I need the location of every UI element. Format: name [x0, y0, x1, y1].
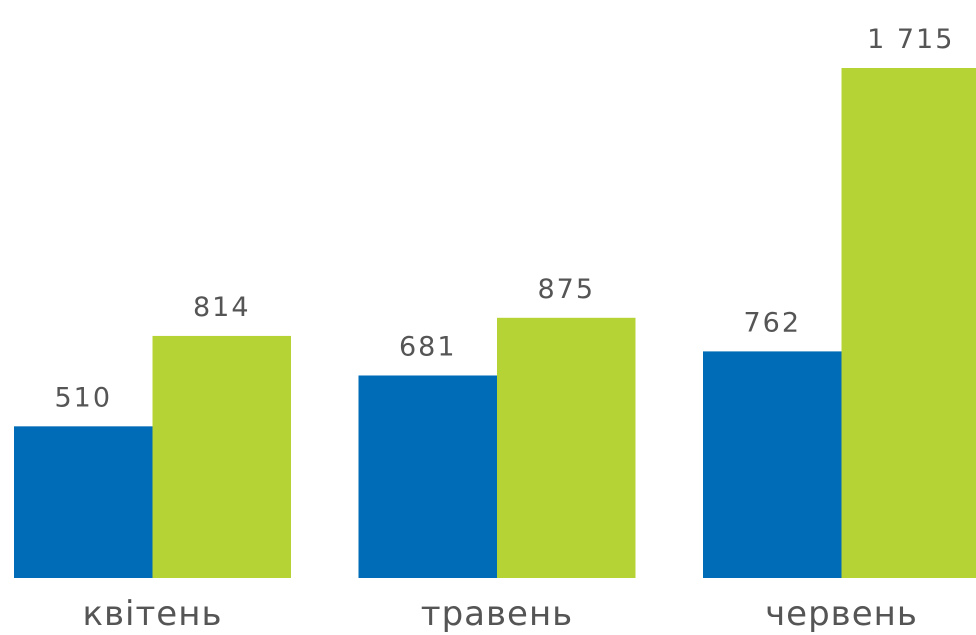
x-tick-label: квітень [82, 594, 222, 634]
bar [14, 426, 153, 578]
x-tick-label: травень [421, 594, 573, 634]
data-label: 1 715 [867, 24, 954, 55]
data-label: 875 [537, 274, 595, 305]
data-label: 762 [743, 307, 801, 338]
bar [358, 375, 497, 578]
data-label: 814 [193, 292, 251, 323]
bar [152, 335, 291, 578]
data-label: 510 [54, 382, 112, 413]
x-tick-label: червень [765, 594, 918, 634]
bar [497, 317, 636, 578]
bar [703, 351, 842, 578]
data-label: 681 [399, 331, 457, 362]
bar [841, 68, 976, 578]
